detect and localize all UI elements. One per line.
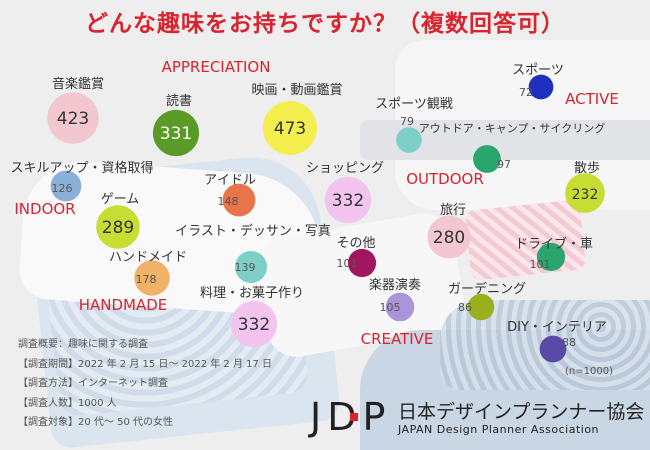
bubble-value: 88 [562, 336, 576, 349]
category-label: HANDMADE [79, 296, 168, 314]
bubble-label: 旅行 [440, 203, 466, 218]
bubble [324, 176, 372, 224]
logo-name-ja: 日本デザインプランナー協会 [398, 401, 645, 423]
logo-red-dot [350, 413, 358, 421]
category-label: ACTIVE [565, 90, 619, 108]
bubble-value: 473 [274, 119, 306, 139]
bubble-label: スキルアップ・資格取得 [10, 160, 153, 176]
bubble [467, 293, 495, 321]
survey-note: 【調査人数】1000 人 [18, 397, 117, 409]
bubble-value: 332 [332, 191, 364, 211]
bubble-value: 280 [433, 228, 465, 248]
bubble-label: イラスト・デッサン・写真 [175, 223, 331, 239]
bubble-value: 289 [102, 218, 134, 238]
survey-note: 調査概要：趣味に関する調査 [18, 339, 148, 350]
bubble-label: 音楽鑑賞 [52, 76, 104, 92]
category-label: CREATIVE [361, 330, 434, 348]
bubble [263, 101, 317, 155]
bubble-value: 72 [519, 86, 533, 99]
bubble-label: ドライブ・車 [515, 236, 593, 252]
bubble-value: 331 [160, 124, 192, 144]
bubble [230, 300, 278, 348]
bubble [47, 92, 99, 144]
category-label: OUTDOOR [406, 170, 484, 188]
bubble-value: 423 [57, 109, 89, 129]
bubble [234, 250, 268, 284]
logo-name-en: JAPAN Design Planner Association [398, 423, 600, 436]
bubble [385, 292, 415, 322]
bubble [473, 145, 501, 173]
bubble-label: アウトドア・キャンプ・サイクリング [419, 121, 605, 135]
bubble [152, 109, 200, 157]
bubble-label: ゲーム [101, 192, 140, 207]
sample-size: (n=1000) [565, 366, 613, 377]
category-label: INDOOR [14, 200, 75, 218]
page-title: どんな趣味をお持ちですか？（複数回答可） [85, 11, 565, 37]
bubble [96, 205, 140, 249]
bubble [347, 248, 377, 278]
survey-notes: 調査概要：趣味に関する調査 【調査期間】2022 年 2 月 15 日～ 202… [18, 335, 272, 433]
bubble-label: 料理・お菓子作り [200, 286, 304, 301]
bubble-value: 139 [235, 261, 256, 274]
bubble-value: 86 [458, 301, 472, 314]
bubble-value: 97 [497, 158, 511, 171]
bubble-value: 101 [337, 257, 358, 270]
logo-mark: JDP [310, 395, 392, 439]
bubble-label: ガーデニング [448, 281, 526, 297]
bubble [396, 127, 422, 153]
bubble [427, 215, 471, 259]
bubble-label: DIY・インテリア [507, 320, 607, 335]
bubble [536, 242, 566, 272]
bubble-value: 232 [572, 187, 599, 203]
bubble-value: 332 [238, 315, 270, 335]
bubble-label: スポーツ [512, 63, 564, 78]
bubble-label: スポーツ観戦 [375, 97, 453, 112]
bubble [50, 170, 82, 202]
bubble [134, 260, 170, 296]
bubble-label: ショッピング [306, 161, 384, 176]
bubble-label: ハンドメイド [109, 250, 187, 265]
bubble-label: 散歩 [574, 161, 600, 176]
survey-note: 【調査対象】20 代～ 50 代の女性 [18, 417, 173, 428]
bubble [565, 173, 605, 213]
survey-note: 【調査方法】インターネット調査 [18, 378, 168, 389]
bubble [539, 335, 567, 363]
bubble-value: 148 [218, 195, 239, 208]
bubble [222, 183, 256, 217]
bubble-value: 178 [136, 273, 157, 286]
bubble-value: 126 [52, 182, 73, 195]
bubble-label: その他 [336, 236, 375, 251]
bubble-label: 映画・動画鑑賞 [251, 82, 342, 98]
bubble-label: アイドル [204, 173, 256, 188]
category-label: APPRECIATION [162, 58, 271, 76]
bubble-label: 読書 [166, 93, 192, 109]
bubble [528, 74, 554, 100]
bubble-label: 楽器演奏 [369, 277, 421, 293]
bubble-value: 105 [380, 301, 401, 314]
bubble-value: 101 [530, 258, 551, 271]
survey-note: 【調査期間】2022 年 2 月 15 日～ 2022 年 2 月 17 日 [18, 358, 273, 370]
bubble-value: 79 [400, 115, 414, 128]
